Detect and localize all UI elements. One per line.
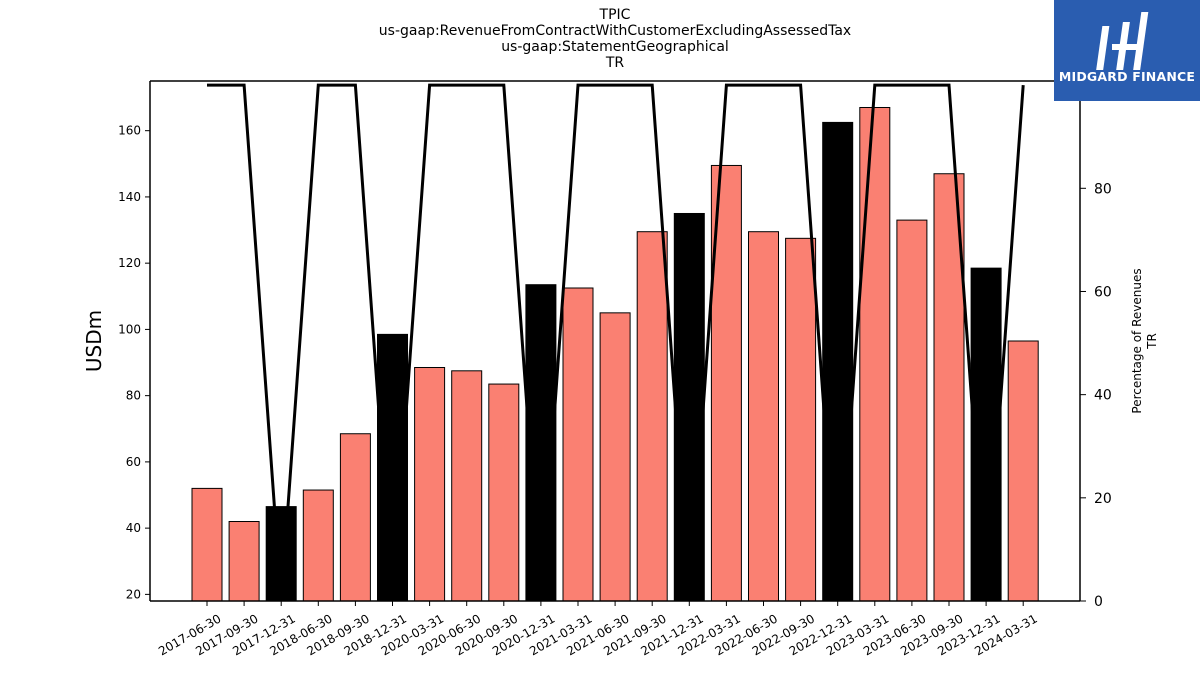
bar <box>822 121 854 602</box>
bar <box>562 287 594 602</box>
y-axis-label: USDm <box>82 310 106 372</box>
bar <box>302 489 334 602</box>
y-tick-label: 20 <box>126 587 141 601</box>
bar <box>896 219 928 602</box>
secondary-axis-sublabel: TR <box>1145 333 1159 350</box>
chart-title-ticker: TPIC <box>599 7 631 23</box>
bar <box>970 267 1002 602</box>
secondary-tick-label: 40 <box>1094 388 1112 404</box>
chart-title-concept: us-gaap:RevenueFromContractWithCustomerE… <box>378 23 852 39</box>
y-tick-label: 140 <box>118 190 141 204</box>
y-tick-label: 120 <box>118 256 141 270</box>
y-tick-label: 60 <box>126 455 141 469</box>
bar <box>636 231 668 602</box>
y-tick-label: 160 <box>118 124 141 138</box>
y-tick-label: 100 <box>118 322 141 336</box>
secondary-tick-label: 60 <box>1094 284 1112 300</box>
percentage-line <box>207 83 1025 602</box>
bar <box>785 237 817 602</box>
bar <box>748 231 779 602</box>
bar <box>859 106 891 602</box>
secondary-tick-label: 0 <box>1094 594 1103 610</box>
bar <box>673 212 705 602</box>
bar <box>414 366 446 602</box>
secondary-axis-label: Percentage of Revenues <box>1130 268 1144 413</box>
bar <box>488 383 520 602</box>
bar <box>451 370 483 602</box>
chart-title-axis: us-gaap:StatementGeographical <box>501 39 729 55</box>
chart-title-member: TR <box>605 55 625 71</box>
bar <box>191 487 223 602</box>
y-tick-label: 80 <box>126 389 141 403</box>
y-tick-label: 40 <box>126 521 141 535</box>
secondary-tick-label: 80 <box>1094 181 1112 197</box>
secondary-tick-label: 20 <box>1094 491 1112 507</box>
bar <box>228 521 260 602</box>
bar <box>339 433 371 602</box>
brand-logo: MIDGARD FINANCE <box>1054 0 1200 101</box>
bar <box>599 312 631 602</box>
logo-mark-icon <box>1096 12 1149 70</box>
bar <box>1007 340 1039 602</box>
logo-text: MIDGARD FINANCE <box>1058 69 1196 84</box>
